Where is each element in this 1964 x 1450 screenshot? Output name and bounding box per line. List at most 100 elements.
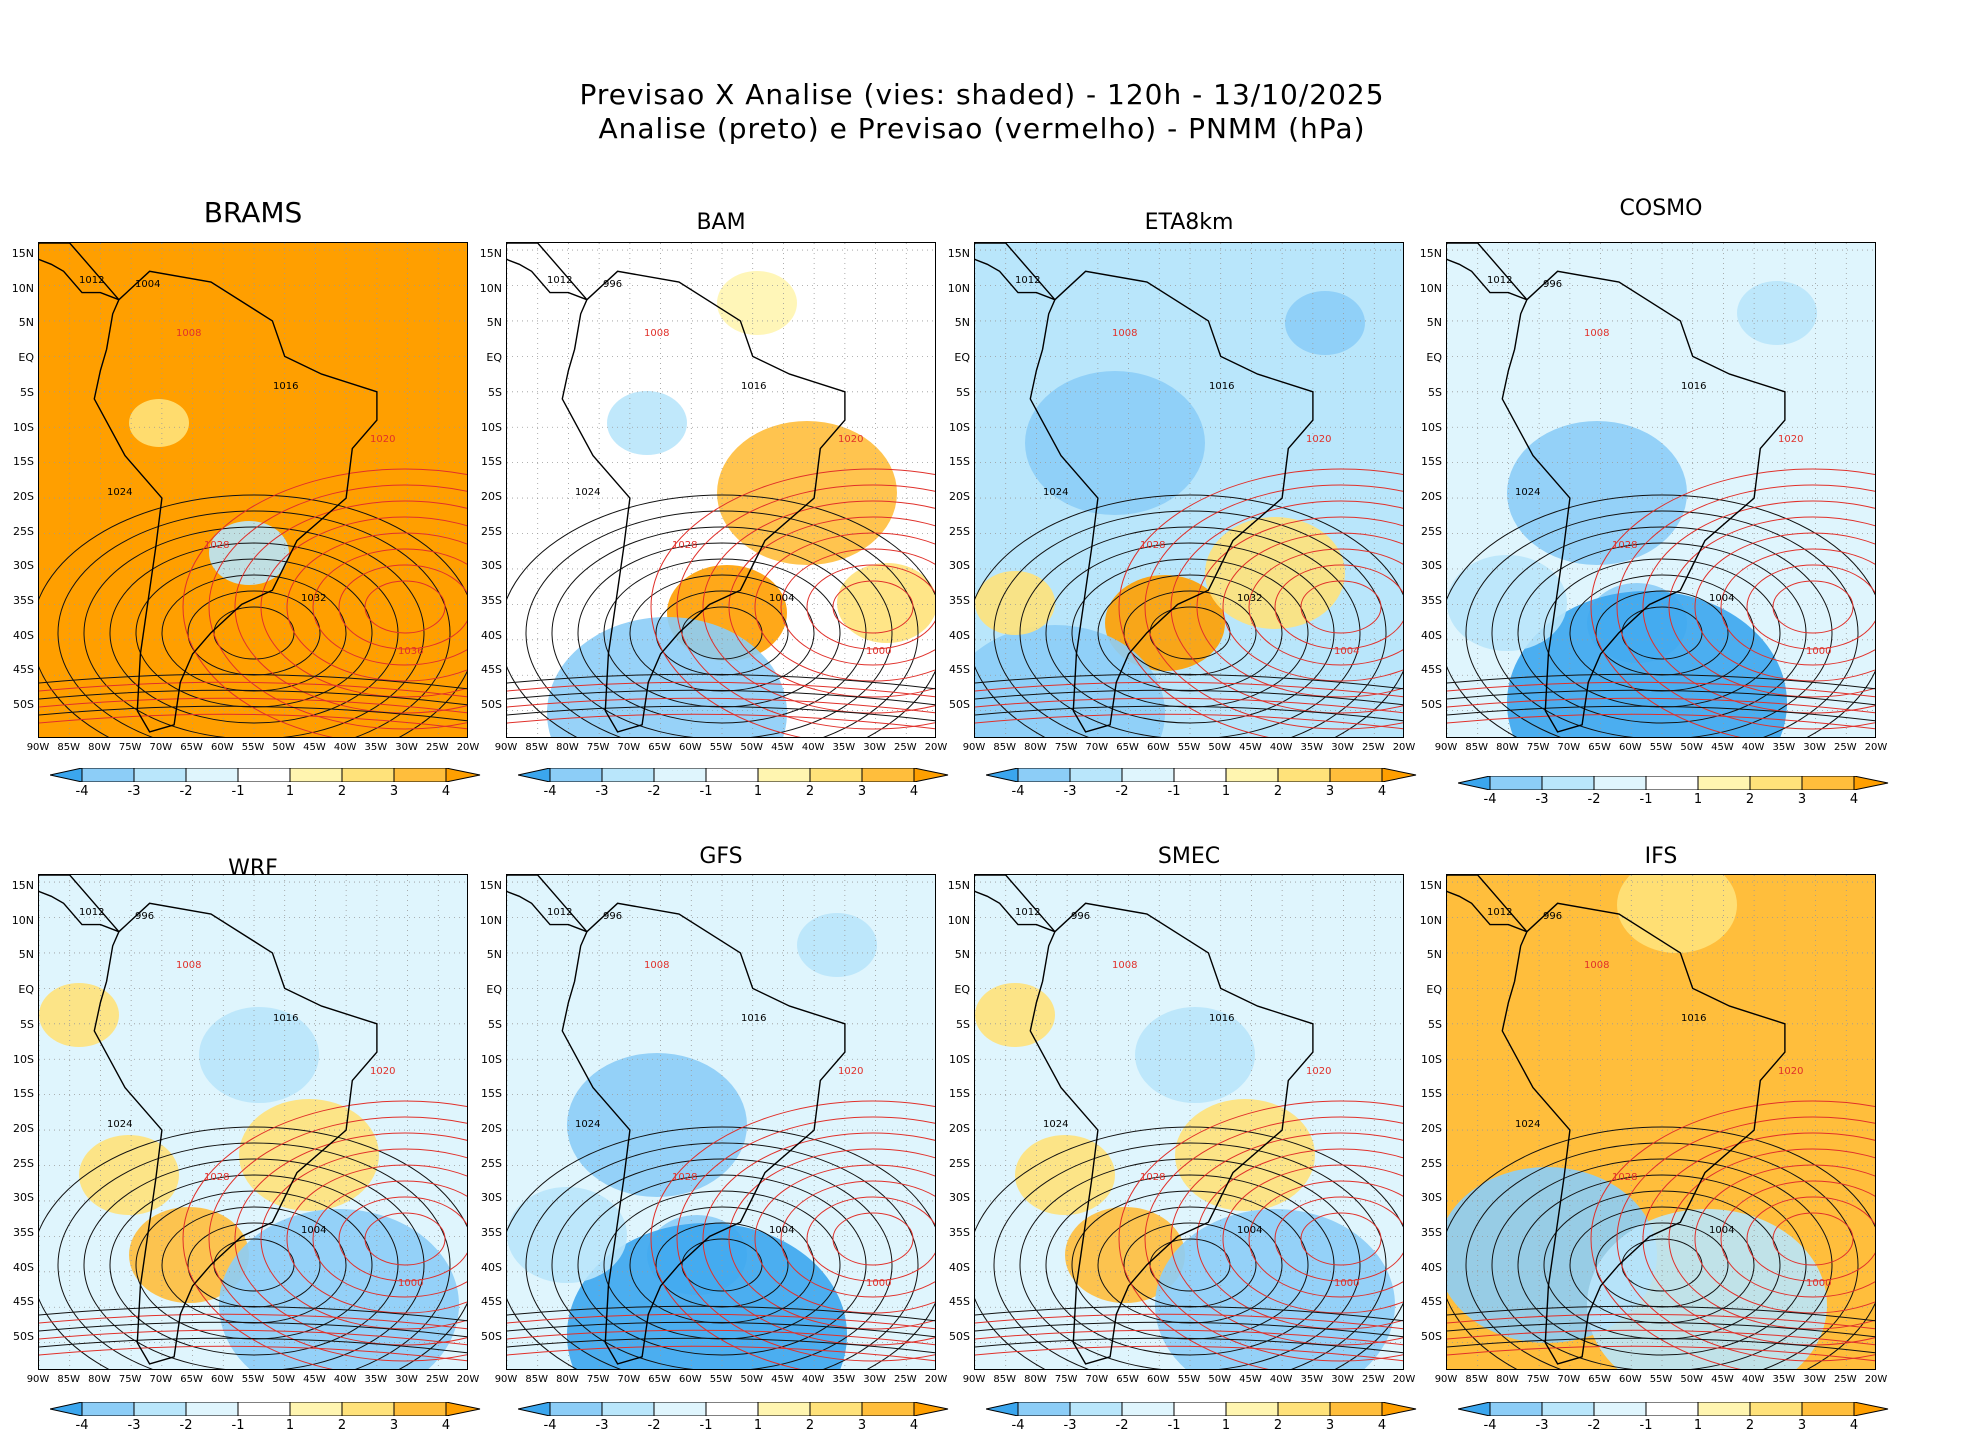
lat-tick-label: 30S <box>13 559 34 573</box>
lon-tick-label: 80W <box>556 742 579 753</box>
analysis-isobar <box>1447 1321 1875 1338</box>
lat-tick-label: 50S <box>481 698 502 712</box>
colorbar-label: -3 <box>1063 1418 1077 1433</box>
lat-tick-label: 35S <box>949 1226 970 1239</box>
isobar-label: 1024 <box>107 1119 132 1130</box>
isobar-label: 1004 <box>301 1225 326 1236</box>
forecast-isobar <box>1447 1345 1875 1362</box>
lat-tick-label: 45S <box>1421 663 1442 677</box>
lat-tick-label: 25S <box>949 1156 970 1170</box>
lat-tick-label: 5N <box>954 948 970 962</box>
coastline <box>93 902 378 1365</box>
lon-tick-label: 55W <box>1177 742 1201 753</box>
forecast-isobar <box>702 1132 935 1346</box>
lon-tick-label: 20W <box>1392 1374 1416 1385</box>
colorbar-segment <box>1801 776 1855 790</box>
forecast-isobar <box>39 697 467 714</box>
lat-tick-label: 15N <box>1419 247 1442 260</box>
colorbar-segment <box>1277 1402 1331 1416</box>
lat-tick-label: 35S <box>13 594 34 607</box>
bias-patch <box>1285 291 1365 355</box>
lon-tick-label: 80W <box>1496 1374 1519 1385</box>
forecast-isobar <box>1720 548 1875 666</box>
isobar-label: 1012 <box>547 907 572 918</box>
lon-tick-label: 55W <box>1649 1374 1673 1385</box>
forecast-isobar <box>507 681 935 698</box>
analysis-isobar <box>1491 1158 1833 1369</box>
forecast-isobar <box>1144 484 1403 730</box>
colorbar-label: -4 <box>1483 792 1497 807</box>
colorbar-label: 3 <box>1797 1418 1807 1433</box>
lat-tick-label: EQ <box>486 983 502 997</box>
forecast-isobar <box>975 697 1403 714</box>
lon-tick-label: 60W <box>678 742 702 753</box>
colorbar-max-arrow <box>913 768 949 782</box>
analysis-isobar <box>1447 1305 1875 1322</box>
lat-tick-label: 15N <box>947 247 970 260</box>
lon-tick-label: 70W <box>149 1374 173 1385</box>
lon-tick-label: 40W <box>1269 1374 1293 1385</box>
analysis-isobar <box>39 705 467 722</box>
colorbar-label: 2 <box>805 1418 815 1433</box>
colorbar-segment <box>601 1402 655 1416</box>
lat-tick-label: 5S <box>488 385 502 399</box>
lon-tick-label: 80W <box>556 1374 579 1385</box>
forecast-isobar <box>234 500 467 714</box>
isobar-label: 1024 <box>575 487 600 498</box>
analysis-isobar <box>83 526 425 737</box>
colorbar-label: -2 <box>1587 792 1601 807</box>
forecast-isobar <box>39 713 467 730</box>
lat-tick-label: 30S <box>1421 1191 1442 1205</box>
map-panel-smec: 1012 1008 1016 1020 1024 1028 1004 1000 996 <box>974 874 1404 1370</box>
lon-tick-label: 40W <box>801 1374 825 1385</box>
colorbar-label: -2 <box>1115 784 1129 799</box>
lat-tick-label: EQ <box>486 351 502 365</box>
lat-tick-label: 5S <box>956 385 970 399</box>
colorbar-label: 2 <box>1273 784 1283 799</box>
map-panel-cosmo: 1012 1008 1016 1020 1024 1028 1004 1000 996 <box>1446 242 1876 738</box>
bias-patch <box>1737 281 1817 345</box>
colorbar-label: 2 <box>1745 1418 1755 1433</box>
lon-tick-label: 30W <box>1331 1374 1354 1385</box>
lon-tick-label: 65W <box>180 742 203 753</box>
lon-tick-label: 40W <box>1741 742 1765 753</box>
analysis-isobar <box>57 510 451 737</box>
lat-tick-label: 15S <box>481 455 502 469</box>
colorbar-label: -3 <box>1535 792 1549 807</box>
isobar-label: 1016 <box>741 1013 766 1024</box>
isobar-label: 1020 <box>1778 434 1803 445</box>
lat-tick-label: 20S <box>481 489 502 503</box>
colorbar-label: -2 <box>647 784 661 799</box>
forecast-isobar <box>1170 1132 1403 1346</box>
lon-tick-label: 20W <box>924 742 948 753</box>
lat-tick-label: 40S <box>481 1260 502 1274</box>
forecast-isobar <box>754 1164 935 1314</box>
colorbar-wrf: -4 -3 -2 -1 1 2 3 4 <box>50 1402 482 1450</box>
forecast-isobar <box>1668 1148 1875 1330</box>
forecast-isobar <box>650 1100 935 1369</box>
colorbar-segment <box>757 768 811 782</box>
colorbar-label: 3 <box>857 784 867 799</box>
lat-tick-label: EQ <box>1426 983 1442 997</box>
forecast-isobar <box>832 580 914 634</box>
analysis-isobar <box>975 689 1403 706</box>
isobar-label: 1032 <box>301 593 326 604</box>
lat-tick-label: 20S <box>949 489 970 503</box>
bias-patch <box>717 271 797 335</box>
colorbar-label: -3 <box>595 1418 609 1433</box>
lon-tick-label: 20W <box>924 1374 948 1385</box>
colorbar-min-arrow <box>986 768 1019 782</box>
isobar-label: 1016 <box>741 381 766 392</box>
lon-tick-label: 50W <box>1680 742 1704 753</box>
coastline <box>39 875 120 933</box>
isobar-label: 1016 <box>273 381 298 392</box>
analysis-isobar <box>975 1126 1403 1369</box>
lat-tick-label: 5N <box>486 948 502 962</box>
lon-tick-label: 60W <box>210 742 234 753</box>
lon-tick-label: 30W <box>395 1374 418 1385</box>
forecast-isobar <box>1746 564 1875 650</box>
bias-patch <box>607 391 687 455</box>
isobar-label: 1016 <box>1209 1013 1234 1024</box>
forecast-isobar <box>507 1313 935 1330</box>
lat-tick-label: 10S <box>481 1052 502 1066</box>
